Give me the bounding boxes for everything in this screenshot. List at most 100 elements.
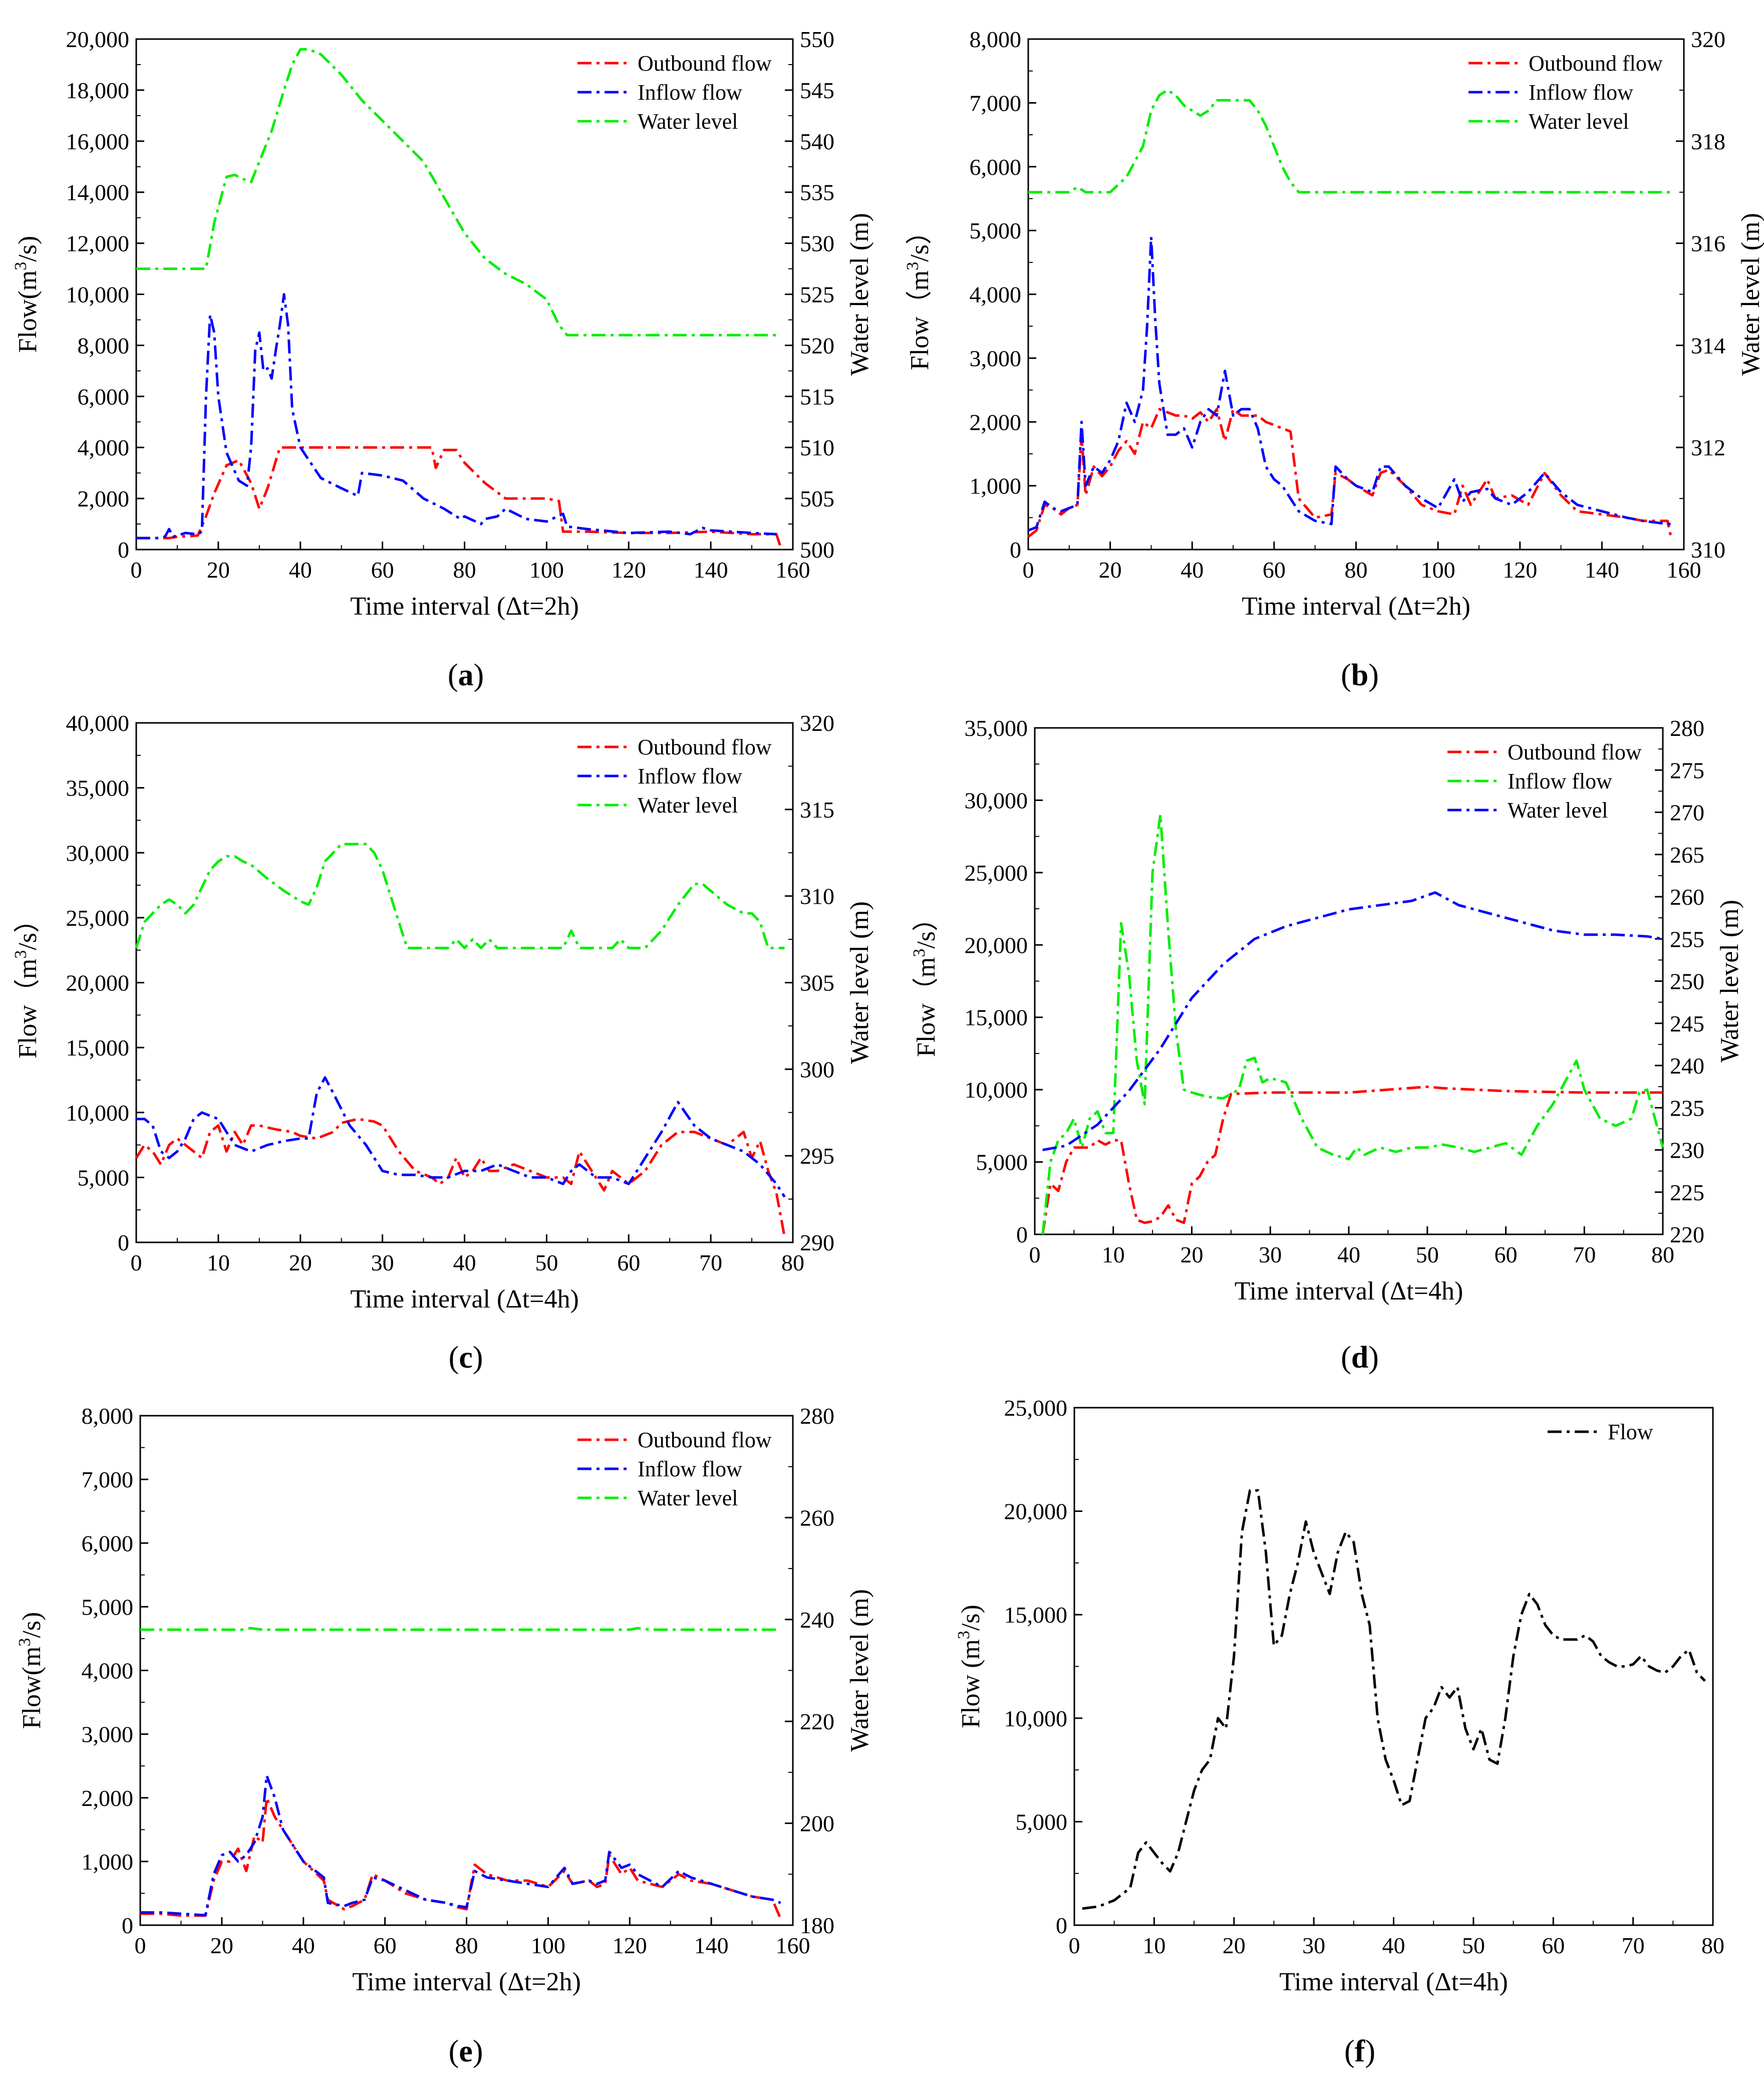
y2-tick-label: 315 <box>800 797 834 823</box>
y2-tick-label: 540 <box>800 129 834 154</box>
y-tick-label: 4,000 <box>82 1658 134 1684</box>
x-tick-label: 60 <box>1263 557 1286 583</box>
x-tick-label: 80 <box>455 1933 478 1958</box>
x-tick-label: 50 <box>1416 1242 1439 1267</box>
y-axis-label-end: /s） <box>14 907 42 950</box>
y2-tick-label: 240 <box>1670 1053 1704 1079</box>
y-axis-label-sup: 3 <box>12 950 30 959</box>
series-line-water-level <box>140 1627 781 1631</box>
x-tick-label: 80 <box>453 557 476 583</box>
y-tick-label: 2,000 <box>78 486 130 511</box>
y-axis-label: Flow（m3/s） <box>910 905 941 1057</box>
x-tick-label: 40 <box>289 557 312 583</box>
x-tick-label: 60 <box>1542 1933 1565 1958</box>
chart-f: 0 10 20 30 40 50 60 70 80 0 5,000 10,000 15,000 20,00… <box>955 1395 1724 2068</box>
y-axis-label-base: Flow（m <box>14 959 42 1059</box>
y-tick-label: 35,000 <box>66 775 130 801</box>
y2-tick-label: 220 <box>1670 1222 1704 1247</box>
y-axis-label-sup: 3 <box>910 949 929 957</box>
y2-tick-label: 200 <box>800 1811 834 1837</box>
legend-label: Water level <box>1508 798 1608 823</box>
y-axis-label-end: /s） <box>906 218 934 262</box>
y2-tick-label: 225 <box>1670 1180 1704 1205</box>
y2-tick-label: 245 <box>1670 1011 1704 1036</box>
x-tick-label: 60 <box>374 1933 397 1958</box>
y-axis-label-base: Flow（m <box>912 957 941 1057</box>
legend-label: Inflow flow <box>1529 80 1633 105</box>
x-tick-label: 100 <box>529 557 564 583</box>
y-axis-label-sup: 3 <box>12 262 30 271</box>
y-tick-label: 5,000 <box>78 1165 130 1190</box>
x-tick-label: 50 <box>1462 1933 1485 1958</box>
legend-label: Inflow flow <box>638 764 742 789</box>
y-tick-label: 5,000 <box>82 1594 134 1620</box>
x-tick-label: 30 <box>1302 1933 1325 1958</box>
y2-tick-label: 235 <box>1670 1095 1704 1121</box>
y-tick-label: 18,000 <box>66 78 130 103</box>
series-line-inflow-flow <box>1041 813 1664 1235</box>
y-tick-label: 35,000 <box>965 715 1028 741</box>
y2-tick-label: 290 <box>800 1230 834 1255</box>
y2-axis-label: Water level (m) <box>845 213 874 376</box>
panel-label: (c) <box>449 1341 483 1375</box>
y-tick-label: 10,000 <box>1004 1706 1068 1731</box>
y2-tick-label: 305 <box>800 970 834 996</box>
y2-axis-label: Water level (m) <box>845 901 874 1064</box>
y2-axis-label: Water level (m) <box>1715 900 1744 1063</box>
x-tick-label: 80 <box>781 1250 804 1275</box>
y2-tick-label: 230 <box>1670 1138 1704 1163</box>
x-tick-label: 20 <box>1181 1242 1204 1267</box>
y-axis-label-end: /s) <box>14 236 42 262</box>
x-tick-label: 120 <box>1503 557 1537 583</box>
y-tick-label: 5,000 <box>970 218 1022 243</box>
plot-frame <box>1073 1407 1714 1926</box>
y-axis-label-sup: 3 <box>955 1631 973 1639</box>
y-tick-label: 10,000 <box>66 282 130 308</box>
y-tick-label: 40,000 <box>66 710 130 736</box>
y-axis-label-end: /s） <box>912 905 941 949</box>
x-tick-label: 40 <box>1181 557 1204 583</box>
y-tick-label: 20,000 <box>965 932 1028 958</box>
y-axis-label-end: /s) <box>957 1605 985 1631</box>
x-tick-label: 160 <box>1667 557 1701 583</box>
legend-label: Flow <box>1608 1420 1653 1444</box>
chart-e: 0 20 40 60 80 100 120 140 160 0 1,000 2,000 3,000 4,0… <box>16 1403 874 2068</box>
legend-label: Inflow flow <box>1508 769 1612 794</box>
x-tick-label: 40 <box>1382 1933 1405 1958</box>
chart-a: 0 20 40 60 80 100 120 140 160 0 2,000 4,000 6,000 8,0… <box>12 27 874 692</box>
y-tick-label: 14,000 <box>66 180 130 205</box>
y-tick-label: 25,000 <box>965 860 1028 886</box>
y-tick-label: 0 <box>1016 1222 1028 1247</box>
y-tick-label: 10,000 <box>965 1077 1028 1103</box>
y2-tick-label: 520 <box>800 333 834 358</box>
x-tick-label: 100 <box>1421 557 1455 583</box>
y-tick-label: 2,000 <box>82 1785 134 1811</box>
series-line-outbound-flow <box>1027 408 1673 541</box>
y2-tick-label: 300 <box>800 1057 834 1082</box>
y2-tick-label: 525 <box>800 282 834 308</box>
y2-tick-label: 500 <box>800 537 834 563</box>
y-axis-label-base: Flow(m <box>14 271 42 353</box>
y2-tick-label: 270 <box>1670 800 1704 826</box>
series-line-water-level <box>136 48 781 337</box>
x-axis-label: Time interval (Δt=2h) <box>352 1968 581 1996</box>
legend-label: Outbound flow <box>1529 51 1663 76</box>
y-tick-label: 3,000 <box>970 346 1022 371</box>
x-tick-label: 40 <box>292 1933 315 1958</box>
x-tick-label: 140 <box>694 1933 729 1958</box>
y-tick-label: 0 <box>1056 1913 1067 1938</box>
x-tick-label: 60 <box>371 557 394 583</box>
y-tick-label: 5,000 <box>1016 1809 1068 1835</box>
panel-letter: c <box>459 1341 473 1375</box>
y-tick-label: 0 <box>118 1230 129 1255</box>
panel-letter: e <box>459 2034 473 2068</box>
y-tick-label: 20,000 <box>66 27 130 52</box>
series-line-inflow-flow <box>140 1774 781 1917</box>
y-tick-label: 8,000 <box>82 1403 134 1429</box>
legend-label: Inflow flow <box>638 1457 742 1481</box>
y-tick-label: 30,000 <box>965 788 1028 813</box>
x-tick-label: 70 <box>1622 1933 1645 1958</box>
chart-c: 0 10 20 30 40 50 60 70 80 0 5,000 10,000 15,000 20,00… <box>12 710 874 1375</box>
y-tick-label: 6,000 <box>82 1530 134 1556</box>
